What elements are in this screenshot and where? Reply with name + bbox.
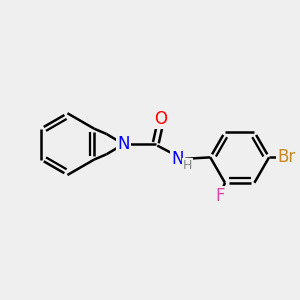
Text: O: O xyxy=(154,110,167,128)
Text: N: N xyxy=(117,135,130,153)
Text: Br: Br xyxy=(278,148,296,166)
Text: N: N xyxy=(171,150,184,168)
Text: F: F xyxy=(216,187,225,205)
Text: H: H xyxy=(183,159,192,172)
